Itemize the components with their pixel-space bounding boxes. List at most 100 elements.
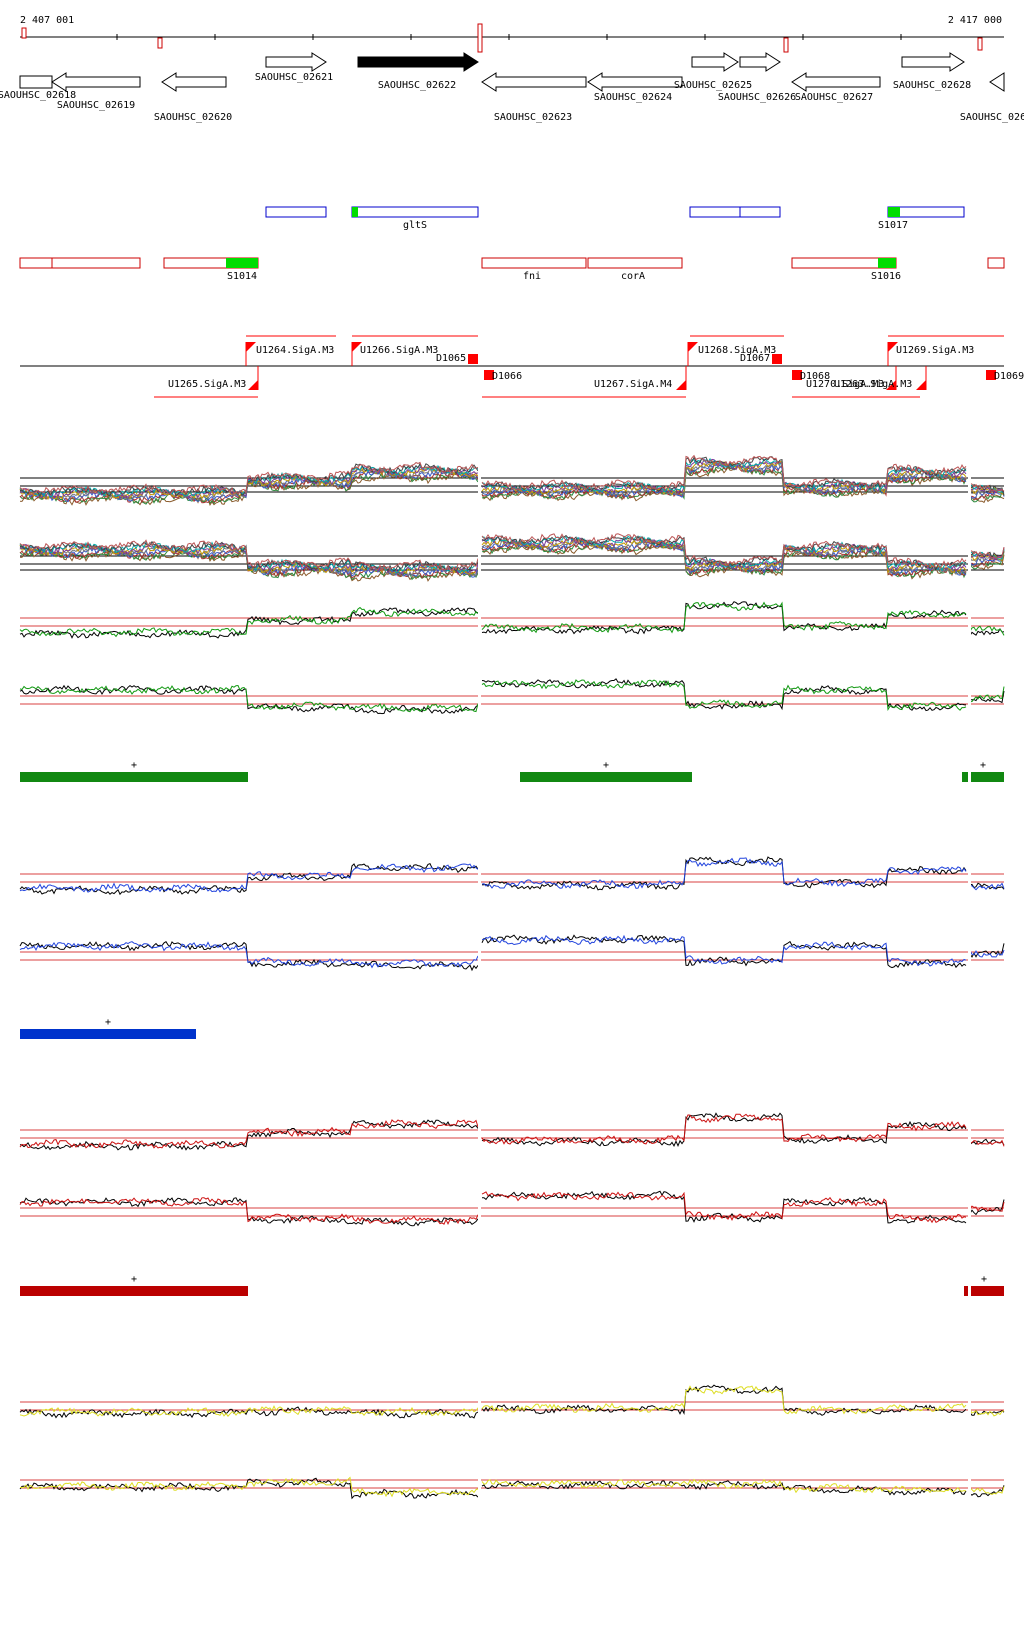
gene-arrow (739, 52, 781, 72)
promoter-flag (916, 380, 926, 390)
ruler-start-label: 2 407 001 (20, 15, 74, 26)
ruler-ref-marker (977, 37, 983, 51)
ruler-ref-marker (157, 37, 163, 49)
gene-label: SAOUHSC_0262 (960, 112, 1024, 123)
feature-label: S1017 (878, 220, 908, 231)
terminator-label: D1069 (994, 371, 1024, 382)
promoter-flag (688, 342, 698, 352)
blue-feature-box (351, 206, 479, 218)
blue-trace-reverse-colored (19, 934, 1005, 969)
feature-label: S1014 (227, 271, 257, 282)
gene-arrow (587, 72, 683, 92)
feature-label: gltS (403, 220, 427, 231)
yellow-trace-reverse-black (19, 1477, 1005, 1500)
red-segment-bar (20, 1286, 248, 1296)
gene-arrow (691, 52, 739, 72)
yellow-trace-reverse-colored (19, 1476, 1005, 1498)
segment-strand-mark: + (981, 1274, 987, 1285)
gene-label: SAOUHSC_02622 (378, 80, 456, 91)
red-feature-box (987, 257, 1005, 269)
yellow-trace-forward-colored (19, 1385, 1005, 1418)
red-feature-box (481, 257, 587, 269)
promoter-label: U1263.SigA.M3 (834, 379, 912, 390)
promoter-label: U1270.SigA.M3 (806, 379, 884, 390)
gene-arrow (901, 52, 965, 72)
promoter-flag (886, 380, 896, 390)
red-trace-reverse-black (19, 1190, 1005, 1227)
promoter-flag (246, 342, 256, 352)
blue-segment-bar (20, 1029, 196, 1039)
gene-label: SAOUHSC_02618 (0, 90, 76, 101)
blue-trace-forward-colored (19, 857, 1005, 893)
gene-label: SAOUHSC_02626 (718, 92, 796, 103)
gene-label: SAOUHSC_02625 (674, 80, 752, 91)
gene-arrow (19, 75, 53, 89)
green-marker (352, 207, 358, 217)
gene-label: SAOUHSC_02621 (255, 72, 333, 83)
segment-strand-mark: + (980, 760, 986, 771)
red-trace-forward-colored (19, 1113, 1005, 1149)
terminator-block (484, 370, 494, 380)
segment-strand-mark: + (603, 760, 609, 771)
gene-arrow (161, 72, 227, 92)
gene-label: SAOUHSC_02620 (154, 112, 232, 123)
blue-feature-box (265, 206, 327, 218)
gene-label: SAOUHSC_02623 (494, 112, 572, 123)
terminator-label: D1066 (492, 371, 522, 382)
green-marker (878, 258, 896, 268)
gene-label: SAOUHSC_02619 (57, 100, 135, 111)
multi-sample-trace-reverse (19, 533, 1005, 572)
ruler-end-label: 2 417 000 (948, 15, 1002, 26)
blue-feature-box (689, 206, 741, 218)
green-trace-forward-colored (19, 601, 1005, 638)
gene-arrow (791, 72, 881, 92)
multi-sample-trace-forward (19, 463, 1005, 503)
promoter-label: U1269.SigA.M3 (896, 345, 974, 356)
red-trace-reverse-colored (19, 1191, 1005, 1225)
promoter-flag (248, 380, 258, 390)
green-segment-bar (20, 772, 248, 782)
blue-trace-reverse-black (19, 934, 1005, 972)
column-gap (968, 450, 971, 1550)
blue-trace-forward-black (19, 856, 1005, 896)
terminator-block (772, 354, 782, 364)
promoter-label: U1267.SigA.M4 (594, 379, 672, 390)
terminator-block (468, 354, 478, 364)
terminator-block (986, 370, 996, 380)
promoter-flag (352, 342, 362, 352)
gene-arrow (357, 52, 479, 72)
promoter-label: U1265.SigA.M3 (168, 379, 246, 390)
terminator-label: D1068 (800, 371, 830, 382)
segment-strand-mark: + (105, 1017, 111, 1028)
terminator-label: D1065 (436, 353, 466, 364)
gene-arrow (989, 72, 1005, 92)
red-segment-bar (964, 1286, 1004, 1296)
terminator-label: D1067 (740, 353, 770, 364)
ruler-ref-marker (783, 37, 789, 53)
green-marker (888, 207, 900, 217)
ruler-ref-marker (477, 23, 483, 53)
red-feature-box (51, 257, 141, 269)
green-trace-reverse-colored (19, 679, 1005, 713)
terminator-block (792, 370, 802, 380)
blue-feature-box (739, 206, 781, 218)
promoter-label: U1264.SigA.M3 (256, 345, 334, 356)
promoter-label: U1266.SigA.M3 (360, 345, 438, 356)
promoter-flag (888, 342, 898, 352)
red-feature-box (19, 257, 53, 269)
feature-label: fni (523, 271, 541, 282)
segment-strand-mark: + (131, 760, 137, 771)
promoter-flag (676, 380, 686, 390)
green-segment-bar (520, 772, 692, 782)
feature-label: corA (621, 271, 645, 282)
green-trace-forward-black (19, 601, 1005, 639)
gene-label: SAOUHSC_02628 (893, 80, 971, 91)
gene-label: SAOUHSC_02624 (594, 92, 672, 103)
green-segment-bar (962, 772, 1004, 782)
green-marker (226, 258, 258, 268)
gene-arrow (481, 72, 587, 92)
green-trace-reverse-black (19, 678, 1005, 715)
promoter-label: U1268.SigA.M3 (698, 345, 776, 356)
feature-label: S1016 (871, 271, 901, 282)
